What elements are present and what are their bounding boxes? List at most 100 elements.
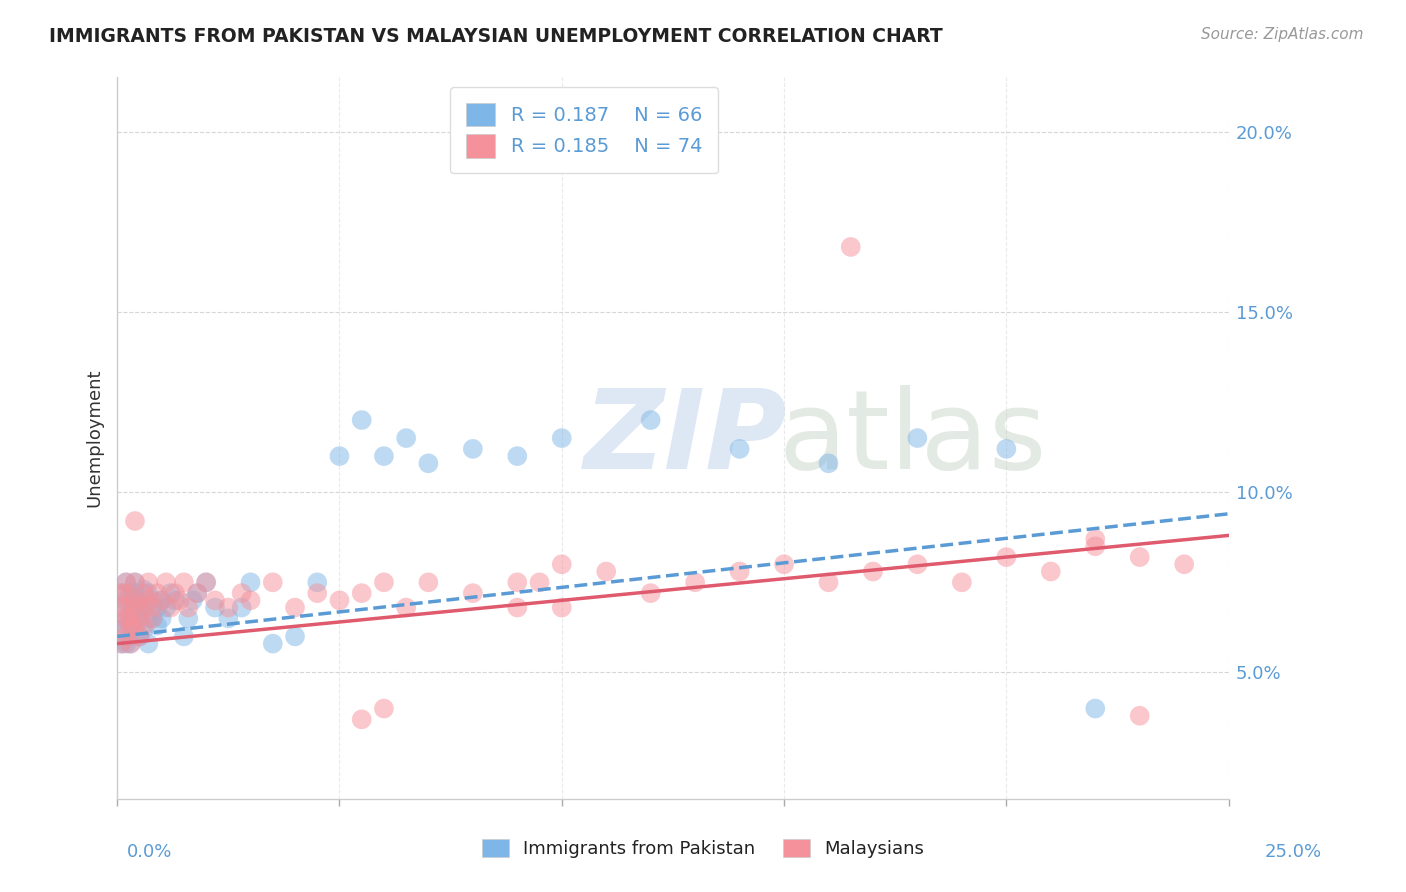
Point xyxy=(128,629,150,643)
Point xyxy=(173,575,195,590)
Point xyxy=(115,611,138,625)
Point xyxy=(839,240,862,254)
Point xyxy=(136,575,159,590)
Point xyxy=(115,586,138,600)
Point xyxy=(128,611,150,625)
Point xyxy=(146,600,169,615)
Point xyxy=(950,575,973,590)
Point xyxy=(195,575,218,590)
Point xyxy=(1129,550,1152,565)
Point xyxy=(120,600,142,615)
Point xyxy=(373,575,395,590)
Point xyxy=(115,629,138,643)
Point xyxy=(640,413,662,427)
Point xyxy=(217,600,239,615)
Point xyxy=(115,618,138,632)
Point xyxy=(169,593,191,607)
Point xyxy=(262,637,284,651)
Point xyxy=(728,442,751,456)
Point xyxy=(124,575,146,590)
Point xyxy=(506,600,529,615)
Point xyxy=(640,586,662,600)
Point xyxy=(177,611,200,625)
Point xyxy=(120,586,142,600)
Point xyxy=(551,431,574,445)
Point xyxy=(124,618,146,632)
Point xyxy=(111,586,134,600)
Point xyxy=(995,550,1018,565)
Point xyxy=(1084,532,1107,546)
Point xyxy=(181,593,204,607)
Text: ZIP: ZIP xyxy=(583,384,787,491)
Point xyxy=(307,575,329,590)
Point xyxy=(120,637,142,651)
Point xyxy=(120,593,142,607)
Point xyxy=(195,575,218,590)
Point xyxy=(136,611,159,625)
Point xyxy=(350,586,373,600)
Point xyxy=(1129,708,1152,723)
Point xyxy=(111,637,134,651)
Point xyxy=(373,449,395,463)
Point xyxy=(595,565,617,579)
Legend: R = 0.187    N = 66, R = 0.185    N = 74: R = 0.187 N = 66, R = 0.185 N = 74 xyxy=(450,87,717,174)
Point xyxy=(115,600,138,615)
Point xyxy=(350,413,373,427)
Point xyxy=(307,586,329,600)
Point xyxy=(120,618,142,632)
Point xyxy=(328,449,350,463)
Point xyxy=(683,575,706,590)
Point xyxy=(350,712,373,726)
Point xyxy=(142,593,165,607)
Point xyxy=(115,637,138,651)
Point xyxy=(128,593,150,607)
Text: 25.0%: 25.0% xyxy=(1264,843,1322,861)
Point xyxy=(284,629,307,643)
Point xyxy=(124,600,146,615)
Point xyxy=(728,565,751,579)
Point xyxy=(817,456,839,470)
Point xyxy=(136,593,159,607)
Point xyxy=(115,575,138,590)
Point xyxy=(551,558,574,572)
Point xyxy=(128,629,150,643)
Point xyxy=(1039,565,1062,579)
Point xyxy=(120,611,142,625)
Point xyxy=(111,618,134,632)
Legend: Immigrants from Pakistan, Malaysians: Immigrants from Pakistan, Malaysians xyxy=(475,831,931,865)
Point xyxy=(128,600,150,615)
Point xyxy=(1084,539,1107,553)
Point xyxy=(328,593,350,607)
Point xyxy=(1084,701,1107,715)
Text: IMMIGRANTS FROM PAKISTAN VS MALAYSIAN UNEMPLOYMENT CORRELATION CHART: IMMIGRANTS FROM PAKISTAN VS MALAYSIAN UN… xyxy=(49,27,943,45)
Point xyxy=(907,558,929,572)
Point xyxy=(142,600,165,615)
Point xyxy=(142,611,165,625)
Point xyxy=(155,575,177,590)
Point xyxy=(395,600,418,615)
Point xyxy=(146,586,169,600)
Point xyxy=(115,593,138,607)
Point xyxy=(186,586,208,600)
Point xyxy=(177,600,200,615)
Point xyxy=(239,575,262,590)
Point xyxy=(204,600,226,615)
Point xyxy=(239,593,262,607)
Point xyxy=(124,593,146,607)
Point xyxy=(132,618,155,632)
Point xyxy=(124,586,146,600)
Point xyxy=(159,600,181,615)
Point xyxy=(115,575,138,590)
Point xyxy=(461,586,484,600)
Y-axis label: Unemployment: Unemployment xyxy=(86,368,103,508)
Point xyxy=(773,558,796,572)
Text: atlas: atlas xyxy=(779,384,1047,491)
Point xyxy=(132,586,155,600)
Point xyxy=(373,701,395,715)
Point xyxy=(461,442,484,456)
Text: Source: ZipAtlas.com: Source: ZipAtlas.com xyxy=(1201,27,1364,42)
Point xyxy=(132,582,155,597)
Point xyxy=(132,622,155,636)
Point xyxy=(150,593,173,607)
Point xyxy=(128,611,150,625)
